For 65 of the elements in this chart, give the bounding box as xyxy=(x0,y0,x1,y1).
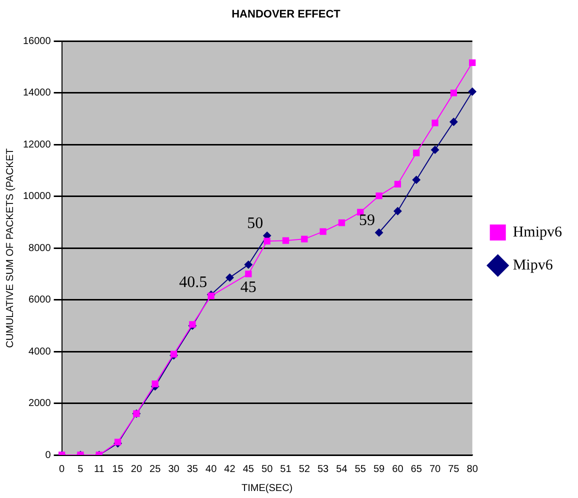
annotation: 50 xyxy=(247,214,264,232)
point xyxy=(152,380,158,388)
y-tick-label: 10000 xyxy=(22,191,52,202)
point xyxy=(468,88,476,96)
point xyxy=(320,228,326,235)
legend-label: Mipv6 xyxy=(512,257,554,274)
x-axis-title: TIME(SEC) xyxy=(242,482,293,494)
point xyxy=(245,270,252,278)
y-tick-label: 12000 xyxy=(22,139,52,150)
y-tick-label: 0 xyxy=(45,450,52,461)
y-tick-label: 8000 xyxy=(28,242,52,254)
point xyxy=(412,176,420,184)
point xyxy=(376,192,382,200)
point xyxy=(338,219,346,226)
point xyxy=(114,438,122,446)
point xyxy=(450,118,458,126)
x-tick-label: 65 xyxy=(410,464,422,475)
x-tick-label: 40 xyxy=(206,464,218,475)
point xyxy=(244,260,252,269)
x-tick-label: 50 xyxy=(262,464,274,475)
x-tick-label: 59 xyxy=(373,464,386,475)
y-tick-label: 2000 xyxy=(28,398,52,410)
point xyxy=(264,238,270,244)
x-tick-label: 15 xyxy=(112,464,124,475)
x-tick-label: 53 xyxy=(317,464,330,475)
x-tick-label: 55 xyxy=(354,464,366,475)
x-tick-label: 75 xyxy=(448,464,460,475)
point xyxy=(375,228,384,237)
x-tick-label: 51 xyxy=(280,464,292,475)
chart-title: HANDOVER EFFECT xyxy=(232,8,341,21)
annotation: 45 xyxy=(240,279,256,296)
x-tick-label: 11 xyxy=(94,464,105,475)
point xyxy=(170,350,178,358)
x-tick-label: 52 xyxy=(298,464,310,475)
point xyxy=(301,236,308,242)
y-tick-label: 6000 xyxy=(28,294,52,306)
y-tick-label: 16000 xyxy=(22,36,52,47)
x-tick-label: 5 xyxy=(78,464,84,475)
x-tick-label: 30 xyxy=(168,464,180,475)
x-tick-label: 60 xyxy=(392,464,404,475)
point xyxy=(208,292,214,300)
point xyxy=(432,120,438,126)
y-tick-label: 14000 xyxy=(22,88,52,99)
y-tick-label: 4000 xyxy=(28,346,52,358)
annotation: 59 xyxy=(359,212,376,229)
legend-label: Hmipv6 xyxy=(512,224,562,240)
x-tick-label: 45 xyxy=(242,464,254,475)
y-axis-title: CUMULATIVE SUM OF PACKETS (PACKET xyxy=(4,148,16,348)
annotation: 40.5 xyxy=(179,274,208,291)
x-tick-label: 54 xyxy=(336,464,348,475)
x-tick-label: 35 xyxy=(186,464,198,475)
x-tick-label: 80 xyxy=(466,464,478,475)
point xyxy=(431,146,440,154)
point xyxy=(469,59,476,66)
point xyxy=(226,274,234,282)
x-tick-label: 42 xyxy=(224,464,236,475)
point xyxy=(394,180,402,188)
x-tick-label: 20 xyxy=(130,464,142,475)
point xyxy=(450,90,457,96)
x-tick-label: 25 xyxy=(150,464,162,475)
x-tick-label: 0 xyxy=(59,464,66,475)
point xyxy=(282,237,290,244)
x-tick-label: 70 xyxy=(429,464,442,475)
point xyxy=(413,150,420,156)
point xyxy=(394,207,402,216)
